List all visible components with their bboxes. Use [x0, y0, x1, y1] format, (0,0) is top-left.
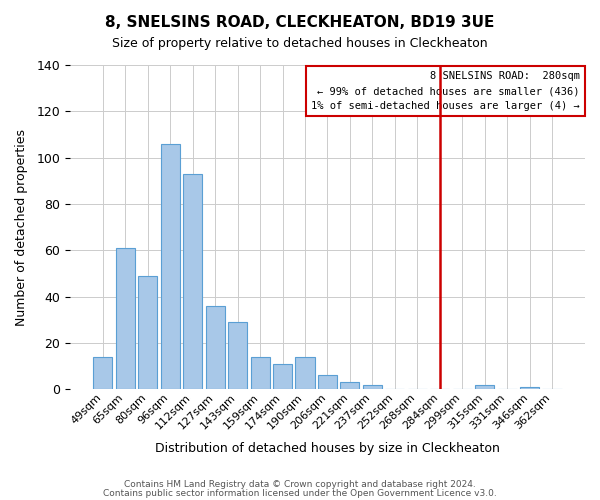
Bar — [363, 384, 382, 389]
Bar — [206, 306, 225, 389]
Bar — [228, 322, 247, 389]
Bar — [318, 375, 337, 389]
Bar — [475, 384, 494, 389]
Bar — [183, 174, 202, 389]
Text: 8, SNELSINS ROAD, CLECKHEATON, BD19 3UE: 8, SNELSINS ROAD, CLECKHEATON, BD19 3UE — [106, 15, 494, 30]
Bar — [340, 382, 359, 389]
X-axis label: Distribution of detached houses by size in Cleckheaton: Distribution of detached houses by size … — [155, 442, 500, 455]
Text: Contains public sector information licensed under the Open Government Licence v3: Contains public sector information licen… — [103, 489, 497, 498]
Bar — [138, 276, 157, 389]
Bar — [251, 356, 269, 389]
Bar — [116, 248, 135, 389]
Text: 8 SNELSINS ROAD:  280sqm
← 99% of detached houses are smaller (436)
1% of semi-d: 8 SNELSINS ROAD: 280sqm ← 99% of detache… — [311, 72, 580, 111]
Bar — [94, 356, 112, 389]
Text: Contains HM Land Registry data © Crown copyright and database right 2024.: Contains HM Land Registry data © Crown c… — [124, 480, 476, 489]
Bar — [273, 364, 292, 389]
Y-axis label: Number of detached properties: Number of detached properties — [15, 128, 28, 326]
Bar — [520, 387, 539, 389]
Bar — [161, 144, 180, 389]
Bar — [295, 356, 314, 389]
Text: Size of property relative to detached houses in Cleckheaton: Size of property relative to detached ho… — [112, 38, 488, 51]
